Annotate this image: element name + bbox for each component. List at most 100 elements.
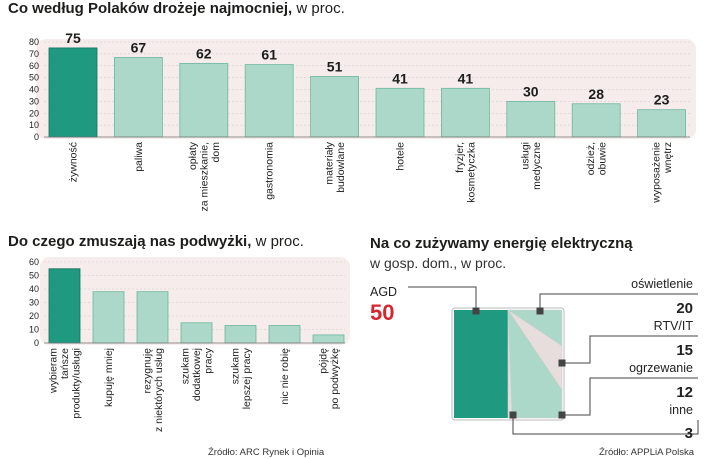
- x-tick-label-line: fryzjer,: [454, 142, 466, 173]
- bar: [310, 76, 360, 138]
- x-tick-label: wybieram tańsze produkty/usługi: [48, 348, 83, 419]
- inne-label: inne: [669, 403, 693, 417]
- x-tick-label-line: dom: [210, 142, 222, 163]
- x-tick-label: szukam lepszej pracy: [229, 347, 253, 409]
- bar: [48, 47, 98, 138]
- leader-line: [539, 293, 698, 311]
- x-tick-label-line: hotele: [395, 142, 407, 171]
- data-label: 28: [588, 86, 604, 102]
- data-label: 67: [131, 39, 147, 55]
- x-tick-label: kupuję mniej: [103, 348, 115, 407]
- x-tick-label-line: z niektórych usług: [153, 348, 165, 432]
- y-tick-label: 50: [29, 271, 39, 281]
- chart3-title: Na co zużywamy energię elektryczną: [370, 235, 633, 252]
- ogrzewanie-label: ogrzewanie: [629, 361, 693, 375]
- x-tick-label: materiały budowlane: [323, 141, 347, 193]
- leader-line: [512, 415, 699, 435]
- x-tick-label-line: pójdę: [317, 348, 329, 374]
- data-label: 61: [261, 47, 277, 63]
- x-tick-label: pójdę po podwyżkę: [317, 348, 341, 409]
- y-tick-label: 20: [29, 108, 39, 118]
- x-tick-label-line: usługi: [520, 142, 532, 169]
- x-tick-label: gastronomia: [264, 142, 276, 200]
- y-tick-label: 0: [34, 132, 39, 142]
- y-tick-label: 30: [29, 298, 39, 308]
- x-tick-label-line: opłaty: [187, 141, 199, 170]
- chart2-plot: 0 10 20 30 40 50 60 wybieram tańsze produkty/usłu…: [29, 257, 350, 432]
- bar: [48, 268, 81, 344]
- chart2-title-text: Do czego zmuszają nas podwyżki,: [8, 233, 252, 250]
- y-tick-label: 0: [34, 338, 39, 348]
- x-tick-label: żywność: [68, 142, 80, 182]
- pie-marker: [472, 307, 480, 315]
- x-tick-label: fryzjer, kosmetyczka: [454, 142, 478, 203]
- y-tick-label: 20: [29, 311, 39, 321]
- oswietlenie-label: oświetlenie: [631, 277, 693, 291]
- x-tick-label: odzież, obuwie: [585, 142, 609, 175]
- x-tick-label-line: paliwa: [133, 142, 145, 172]
- x-tick-label-line: rezygnuję: [141, 348, 153, 394]
- x-tick-label-line: kupuję mniej: [103, 348, 115, 407]
- x-tick-label: usługi medyczne: [520, 142, 544, 190]
- chart1-title-text: Co według Polaków drożeje najmocniej,: [8, 0, 293, 17]
- pie-slice-agd: [454, 310, 508, 418]
- chart3-subtitle: w gosp. dom., w proc.: [370, 255, 507, 271]
- x-tick-label-line: pracy: [203, 347, 215, 373]
- chart2-title: Do czego zmuszają nas podwyżki, w proc.: [8, 233, 304, 250]
- bar: [136, 291, 169, 344]
- x-tick-label-line: kosmetyczka: [466, 142, 478, 203]
- x-tick-label: opłaty za mieszkanie, dom: [187, 141, 222, 211]
- x-tick-label: szukam dodatkowej pracy: [180, 347, 215, 401]
- agd-value: 50: [370, 300, 394, 325]
- x-tick-label-line: produkty/usługi: [71, 348, 83, 419]
- pie-marker: [558, 359, 566, 367]
- y-tick-label: 30: [29, 96, 39, 106]
- oswietlenie-value: 20: [676, 300, 693, 317]
- y-tick-label: 60: [29, 61, 39, 71]
- x-tick-label-line: żywność: [68, 142, 80, 182]
- x-tick-label-line: wybieram: [48, 348, 60, 394]
- x-tick-label-line: tańsze: [59, 348, 71, 379]
- agd-label: AGD: [370, 285, 397, 299]
- y-tick-label: 40: [29, 85, 39, 95]
- y-tick-label: 10: [29, 120, 39, 130]
- x-tick-label-line: lepszej pracy: [241, 347, 253, 409]
- bar: [440, 87, 490, 138]
- y-tick-label: 80: [29, 37, 39, 47]
- leader-line: [562, 335, 698, 364]
- chart3-source: Źródło: APPLiA Polska: [599, 447, 695, 458]
- chart1-title: Co według Polaków drożeje najmocniej, w …: [8, 0, 345, 17]
- bar: [571, 103, 621, 138]
- data-label: 62: [196, 45, 212, 61]
- rtv-it-value: 15: [676, 342, 693, 359]
- data-label: 23: [654, 92, 670, 108]
- x-tick-label-line: odzież,: [585, 142, 597, 175]
- data-label: 30: [523, 83, 539, 99]
- pie-marker: [536, 307, 544, 315]
- y-tick-label: 50: [29, 73, 39, 83]
- y-tick-label: 70: [29, 49, 39, 59]
- data-label: 41: [458, 70, 474, 86]
- x-tick-label-line: dodatkowej: [191, 348, 203, 401]
- data-label: 41: [392, 70, 408, 86]
- y-tick-label: 60: [29, 257, 39, 267]
- leader-line: [562, 377, 698, 416]
- bar: [92, 291, 125, 344]
- y-tick-label: 10: [29, 325, 39, 335]
- x-tick-label-line: wnętrz: [662, 142, 674, 174]
- x-tick-label-line: budowlane: [335, 142, 347, 193]
- x-tick-label: paliwa: [133, 142, 145, 172]
- x-tick-label: hotele: [395, 142, 407, 171]
- data-label: 75: [65, 30, 81, 46]
- pie-marker: [509, 411, 517, 419]
- leader-line: [408, 286, 477, 311]
- bar: [114, 57, 163, 138]
- x-tick-label-line: materiały: [323, 141, 335, 184]
- x-tick-label-line: szukam: [229, 348, 241, 384]
- x-tick-label: nic nie robię: [279, 348, 291, 405]
- x-tick-label-line: nic nie robię: [279, 348, 291, 405]
- ogrzewanie-value: 12: [676, 384, 693, 401]
- rtv-it-label: RTV/IT: [654, 319, 694, 333]
